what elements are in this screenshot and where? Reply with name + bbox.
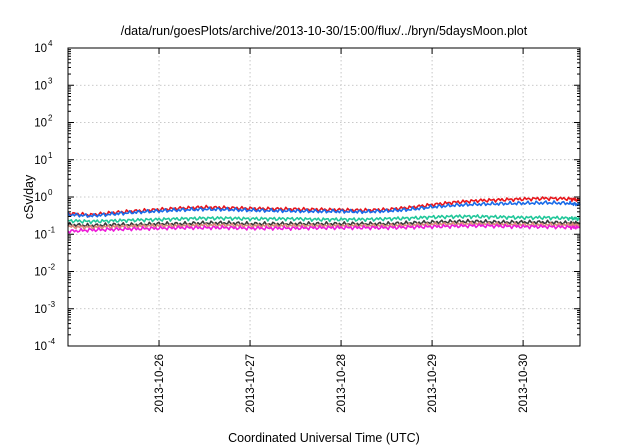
y-tick-exponent: -4 bbox=[48, 337, 56, 346]
y-tick-label: 10 bbox=[34, 192, 47, 204]
y-tick-label: 10 bbox=[34, 229, 47, 241]
y-tick-label: 10 bbox=[34, 341, 47, 353]
series-line bbox=[67, 223, 581, 234]
y-tick-exponent: -3 bbox=[48, 300, 56, 309]
y-tick-label: 10 bbox=[34, 80, 47, 92]
y-tick-exponent: 3 bbox=[48, 76, 53, 85]
y-tick-label: 10 bbox=[34, 43, 47, 55]
y-tick-exponent: 4 bbox=[48, 39, 53, 48]
x-tick-label: 2013-10-30 bbox=[518, 354, 530, 413]
y-tick-exponent: 2 bbox=[48, 114, 53, 123]
series-line bbox=[67, 214, 581, 225]
chart-title: /data/run/goesPlots/archive/2013-10-30/1… bbox=[121, 24, 528, 38]
series-line bbox=[67, 221, 581, 230]
x-axis-label: Coordinated Universal Time (UTC) bbox=[228, 431, 420, 445]
y-tick-exponent: -2 bbox=[48, 263, 56, 272]
x-tick-label: 2013-10-27 bbox=[245, 354, 257, 413]
x-tick-label: 2013-10-29 bbox=[427, 354, 439, 413]
series-lines bbox=[67, 196, 581, 234]
x-axis-ticks: 2013-10-26 2013-10-27 2013-10-28 2013-10-29… bbox=[154, 48, 530, 413]
series-line bbox=[67, 200, 581, 218]
x-tick-label: 2013-10-28 bbox=[336, 354, 348, 413]
grid-lines bbox=[68, 48, 580, 346]
y-tick-exponent: -1 bbox=[48, 225, 56, 234]
series-line bbox=[67, 196, 581, 218]
x-tick-label: 2013-10-26 bbox=[154, 354, 166, 413]
y-tick-label: 10 bbox=[34, 304, 47, 316]
y-tick-exponent: 1 bbox=[48, 151, 53, 160]
y-axis-label: cSv/day bbox=[22, 174, 36, 219]
y-tick-label: 10 bbox=[34, 155, 47, 167]
y-tick-exponent: 0 bbox=[48, 188, 53, 197]
y-tick-label: 10 bbox=[34, 267, 47, 279]
y-tick-label: 10 bbox=[34, 118, 47, 130]
